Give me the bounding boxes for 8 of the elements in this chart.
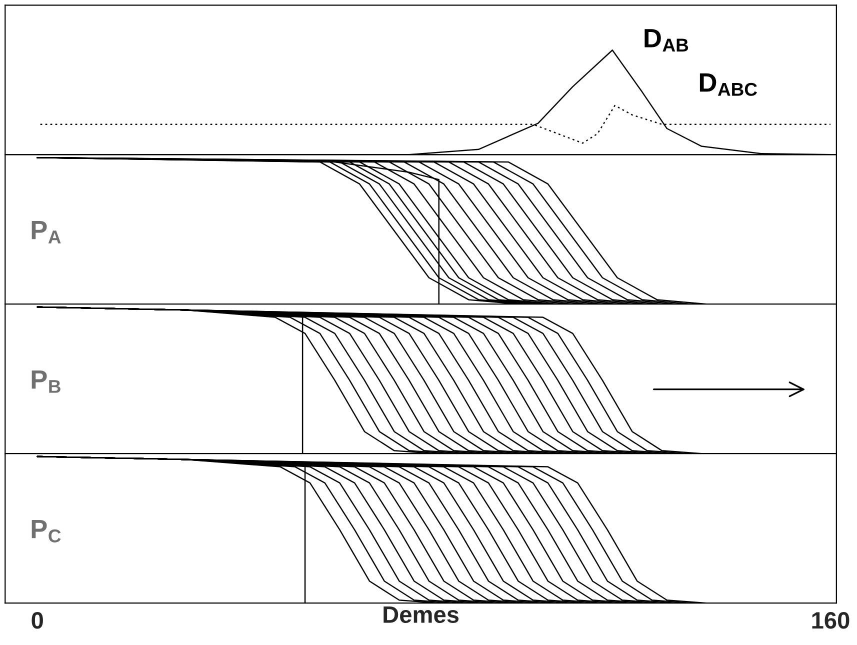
annotation: P$_{B}$ xyxy=(32,370,60,393)
annotation: P$_{A}$ xyxy=(32,220,61,244)
annotation: P$_{C}$ xyxy=(32,520,61,542)
series-label: D$_{ABC}$ xyxy=(700,73,758,96)
x-tick-label: 0 xyxy=(32,612,43,629)
series-label: D$_{AB}$ xyxy=(644,29,688,52)
x-axis-title: Demes xyxy=(384,606,459,623)
x-tick-label: 160 xyxy=(812,612,850,629)
